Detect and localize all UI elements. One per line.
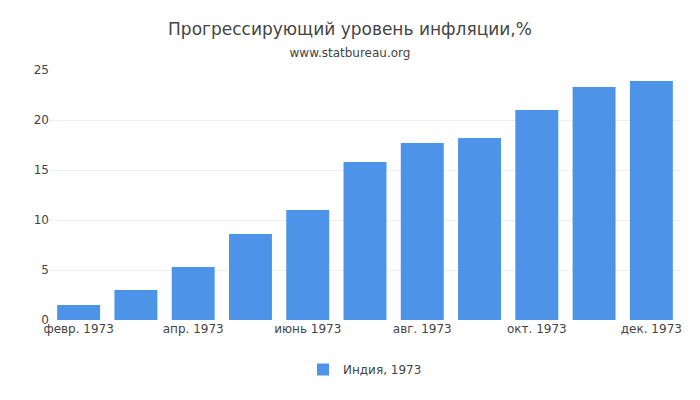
svg-text:20: 20: [34, 113, 49, 127]
svg-text:25: 25: [34, 63, 49, 77]
svg-text:Индия, 1973: Индия, 1973: [343, 363, 421, 377]
svg-text:10: 10: [34, 213, 49, 227]
svg-text:окт. 1973: окт. 1973: [507, 322, 567, 336]
svg-text:5: 5: [41, 263, 49, 277]
svg-text:апр. 1973: апр. 1973: [163, 322, 224, 336]
svg-text:дек. 1973: дек. 1973: [621, 322, 682, 336]
svg-text:июнь 1973: июнь 1973: [274, 322, 341, 336]
svg-text:15: 15: [34, 163, 49, 177]
svg-text:Прогрессирующий уровень инфляц: Прогрессирующий уровень инфляции,%www.st…: [168, 19, 532, 60]
svg-text:авг. 1973: авг. 1973: [393, 322, 452, 336]
svg-text:0: 0: [41, 313, 49, 327]
svg-text:февр. 1973: февр. 1973: [43, 322, 114, 336]
